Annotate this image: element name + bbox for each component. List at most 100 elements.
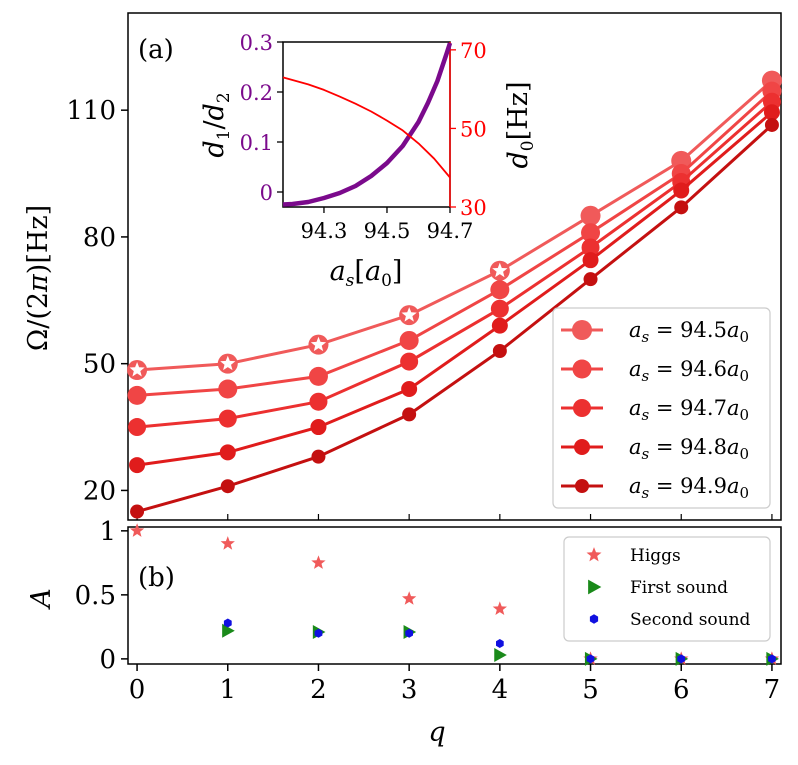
series-4 [129, 104, 780, 474]
series-4-point-q0 [129, 457, 146, 474]
panel-b-legend-label-3: Second sound [630, 610, 751, 630]
legend-label-5: as = 94.9a0 [629, 474, 749, 502]
second-sound-point-q1 [223, 618, 232, 628]
second-sound-point-q2 [314, 628, 323, 638]
legend-entry-5: as = 94.9a0 [561, 474, 749, 502]
inset-left-axis-title: d1/d2 [199, 92, 234, 157]
higgs-point-q4 [492, 601, 507, 615]
higgs-point-q2 [311, 555, 326, 569]
series-2-point-q0 [127, 385, 147, 405]
higgs-mode-star-q1 [220, 355, 236, 371]
series-3-point-q1 [218, 409, 237, 428]
legend-entry-3: as = 94.7a0 [561, 396, 749, 424]
series-5-point-q1 [220, 479, 235, 494]
inset-left-tick-label-1: 0.1 [240, 131, 273, 155]
inset-series-d0 [282, 76, 451, 179]
legend-label-2: as = 94.6a0 [629, 357, 749, 385]
panel-b-legend-entry-2: First sound [588, 578, 728, 598]
panel-b-series [129, 523, 780, 666]
panel-a-y-tick-label-80: 80 [83, 223, 116, 253]
panel-b: 0 1 2 3 4 5 6 7 0 0.5 1 (b) A q Higgs First sound Se… [26, 517, 782, 748]
higgs-point-q3 [402, 591, 417, 605]
panel-b-label: (b) [138, 563, 175, 593]
inset-x-tick-label-94.7: 94.7 [427, 219, 474, 243]
panel-b-legend-box [563, 536, 771, 642]
second-sound-point-q6 [677, 654, 686, 664]
series-5-point-q2 [311, 449, 326, 464]
panel-b-y-tick-label-2: 1 [99, 517, 116, 547]
inset-left-tick-label-0: 0 [260, 181, 273, 205]
panel-b-legend-entry-3: Second sound [589, 610, 751, 630]
series-4-point-q6 [673, 182, 690, 199]
series-1-point-q5 [580, 205, 601, 226]
panel-a-legend-box [552, 307, 771, 509]
panel-b-legend-entry-1: Higgs [586, 546, 681, 566]
panel-b-legend-marker-2 [588, 579, 602, 595]
first-sound-point-q1 [222, 623, 235, 638]
panel-b-axes: 0 1 2 3 4 5 6 7 0 0.5 1 [75, 517, 781, 705]
higgs-mode-star-q2 [310, 336, 327, 352]
inset-x-tick-label-94.5: 94.5 [364, 219, 411, 243]
panel-a-y-axis-title: Ω/(2π)[Hz] [23, 205, 54, 351]
inset-right-tick-label-70: 70 [460, 39, 487, 63]
panel-b-x-tick-label-7: 7 [764, 675, 781, 705]
panel-a-y-tick-label-110: 110 [66, 96, 116, 126]
higgs-mode-star-q3 [401, 307, 417, 322]
series-1-line [136, 79, 773, 372]
panel-b-y-tick-label-1: 0.5 [75, 581, 116, 611]
panel-b-legend-marker-3 [589, 614, 599, 624]
higgs-mode-star-q0 [129, 362, 145, 377]
first-sound-point-q4 [494, 648, 507, 663]
inset-series-d1-d2 [282, 42, 453, 207]
series-4-point-q4 [491, 317, 508, 334]
second-sound-point-q3 [405, 628, 413, 638]
higgs-mode-star-q4 [492, 262, 508, 278]
series-3-point-q0 [128, 418, 147, 437]
panel-a-y-tick-label-50: 50 [83, 350, 116, 380]
series-5 [130, 117, 779, 519]
series-2 [127, 81, 782, 405]
series-4-point-q7 [763, 104, 780, 121]
panel-b-y-axis-title: A [26, 588, 57, 611]
higgs-point-q0 [129, 523, 145, 537]
series-2-point-q4 [490, 280, 510, 300]
panel-b-legend: Higgs First sound Second sound [563, 536, 771, 642]
panel-a-label: (a) [138, 35, 174, 65]
legend-entry-1: as = 94.5a0 [561, 318, 749, 346]
legend-marker-5 [575, 479, 589, 493]
second-sound-point-q4 [496, 639, 504, 648]
legend-marker-2 [572, 359, 592, 379]
inset-x-axis-title: as[a0] [330, 256, 403, 291]
panel-b-legend-marker-1 [586, 547, 602, 562]
panel-a-frame [127, 12, 782, 521]
panel-b-legend-label-2: First sound [630, 578, 728, 598]
series-5-point-q3 [402, 407, 417, 422]
series-3-point-q2 [309, 392, 328, 411]
series-4-point-q1 [219, 444, 236, 461]
panel-a-legend: as = 94.5a0 as = 94.6a0 as = 94.7a0 as = 94… [552, 307, 771, 509]
second-sound-point-q5 [586, 654, 595, 664]
series-5-point-q6 [674, 200, 689, 215]
legend-entry-4: as = 94.8a0 [561, 435, 749, 463]
panel-b-y-tick-label-0: 0 [99, 645, 116, 675]
panel-b-series-second-sound [223, 618, 776, 664]
series-2-point-q1 [218, 379, 238, 399]
inset-x-tick-label-94.3: 94.3 [301, 219, 348, 243]
series-4-point-q5 [582, 252, 599, 269]
inset-left-tick-label-2: 0.2 [240, 81, 273, 105]
panel-b-x-tick-label-2: 2 [310, 675, 327, 705]
panel-b-x-tick-label-0: 0 [129, 675, 146, 705]
inset-series [282, 42, 453, 207]
panel-b-x-tick-label-5: 5 [582, 675, 599, 705]
higgs-point-q1 [220, 536, 235, 550]
second-sound-point-q7 [768, 654, 776, 664]
panel-b-x-tick-label-3: 3 [401, 675, 418, 705]
inset-right-tick-label-50: 50 [460, 117, 487, 141]
series-4-point-q2 [310, 419, 327, 436]
series-3-line [136, 100, 773, 429]
panel-b-x-tick-label-6: 6 [673, 675, 690, 705]
legend-marker-4 [574, 439, 590, 455]
legend-marker-3 [573, 399, 591, 417]
panel-a-series [127, 70, 782, 519]
